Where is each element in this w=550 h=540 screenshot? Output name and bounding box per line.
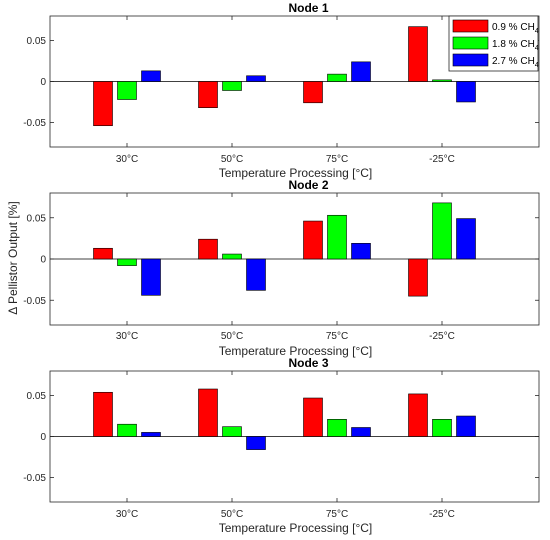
bar xyxy=(117,81,137,100)
bar xyxy=(408,393,428,437)
bar xyxy=(222,426,242,437)
bar xyxy=(93,391,113,437)
bar xyxy=(327,419,347,437)
panel-title: Node 1 xyxy=(288,1,328,15)
bar xyxy=(246,436,266,450)
bar xyxy=(351,243,371,260)
legend-swatch xyxy=(452,36,489,50)
legend-label: 0.9 % CH4 xyxy=(492,22,539,35)
bar xyxy=(327,73,347,82)
y-axis-label: Δ Pellistor Output [%] xyxy=(6,201,20,314)
legend-swatch xyxy=(452,53,489,67)
bar xyxy=(198,388,218,437)
bar xyxy=(303,397,323,437)
x-axis-label: Temperature Processing [°C] xyxy=(219,344,373,358)
x-tick-label: -25°C xyxy=(429,154,455,165)
panel-node-2: -0.05 0 0.05 30°C 50°C 75°C -25°C Node 2 Tempera… xyxy=(23,178,540,358)
legend: 0.9 % CH4 1.8 % CH4 2.7 % CH4 xyxy=(448,15,539,72)
bar xyxy=(408,26,428,82)
legend-label: 2.7 % CH4 xyxy=(492,56,539,69)
y-tick-label: -0.05 xyxy=(23,473,46,484)
panel-node-3: -0.05 0 0.05 30°C 50°C 75°C -25°C Node 3 Tempera… xyxy=(23,356,540,535)
x-tick-label: 75°C xyxy=(326,509,348,520)
y-tick-label: 0.05 xyxy=(27,36,47,47)
y-tick-label: 0 xyxy=(40,255,46,266)
bar xyxy=(93,247,113,260)
bar xyxy=(198,81,218,109)
x-tick-label: 30°C xyxy=(116,331,138,342)
panel-title: Node 2 xyxy=(288,178,328,192)
legend-label: 1.8 % CH4 xyxy=(492,39,539,52)
bar xyxy=(432,202,452,260)
bar xyxy=(93,81,113,127)
x-tick-label: 50°C xyxy=(221,331,243,342)
bar xyxy=(456,218,476,260)
bar xyxy=(456,81,476,103)
x-tick-label: 50°C xyxy=(221,509,243,520)
x-tick-label: 30°C xyxy=(116,509,138,520)
bar xyxy=(141,432,161,437)
x-tick-label: 30°C xyxy=(116,154,138,165)
x-tick-label: -25°C xyxy=(429,331,455,342)
bar xyxy=(246,258,266,291)
panel-title: Node 3 xyxy=(288,356,328,370)
bar xyxy=(222,81,242,91)
x-tick-label: -25°C xyxy=(429,509,455,520)
x-tick-label: 75°C xyxy=(326,154,348,165)
y-tick-label: 0 xyxy=(40,432,46,443)
x-axis-label: Temperature Processing [°C] xyxy=(219,521,373,535)
bar xyxy=(456,415,476,437)
y-tick-label: 0.05 xyxy=(27,213,47,224)
bar xyxy=(117,258,137,266)
x-axis-label: Temperature Processing [°C] xyxy=(219,166,373,180)
bar xyxy=(351,427,371,437)
bar xyxy=(408,258,428,297)
bar xyxy=(351,61,371,82)
bar xyxy=(222,253,242,260)
legend-swatch xyxy=(452,19,489,33)
bar xyxy=(303,81,323,104)
bar xyxy=(141,258,161,296)
bar xyxy=(117,423,137,437)
y-tick-label: -0.05 xyxy=(23,118,46,129)
bar xyxy=(141,70,161,82)
y-tick-label: 0 xyxy=(40,77,46,88)
bar xyxy=(432,419,452,437)
x-tick-label: 50°C xyxy=(221,154,243,165)
y-tick-label: 0.05 xyxy=(27,391,47,402)
bar xyxy=(327,214,347,260)
y-tick-label: -0.05 xyxy=(23,296,46,307)
bar xyxy=(432,79,452,82)
bar xyxy=(246,75,266,82)
bar xyxy=(198,238,218,260)
x-tick-label: 75°C xyxy=(326,331,348,342)
bar xyxy=(303,220,323,260)
